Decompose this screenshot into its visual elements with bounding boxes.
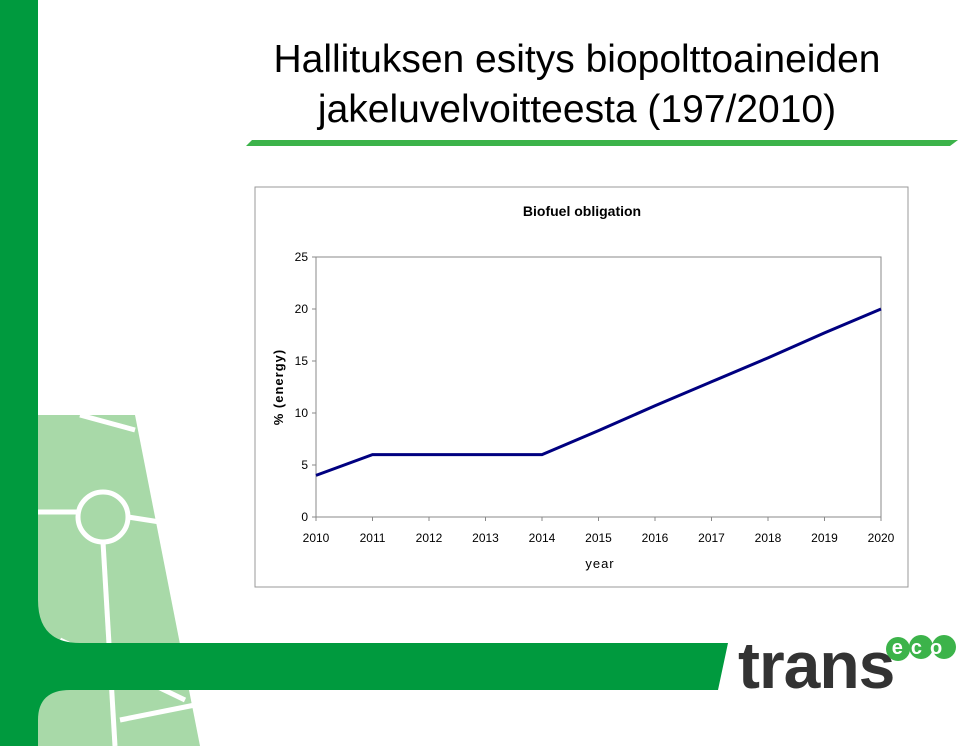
- x-tick-label: 2011: [360, 531, 386, 545]
- data-line: [315, 307, 882, 477]
- x-tick-label: 2019: [811, 531, 838, 545]
- x-tick-label: 2014: [529, 531, 556, 545]
- bottom-band: [38, 600, 728, 720]
- logo-badge-text: eco: [892, 637, 950, 659]
- x-tick-label: 2017: [698, 531, 725, 545]
- x-tick-label: 2016: [642, 531, 669, 545]
- y-tick-label: 15: [295, 354, 309, 368]
- x-tick-label: 2010: [303, 531, 330, 545]
- chart-title: Biofuel obligation: [523, 203, 641, 219]
- y-tick-label: 0: [301, 510, 308, 524]
- y-tick-label: 20: [295, 302, 309, 316]
- slide-title: Hallituksen esitys biopolttoaineiden: [273, 38, 880, 81]
- y-tick-label: 10: [295, 406, 309, 420]
- title-underline: [246, 140, 958, 146]
- plot-area: [315, 256, 882, 518]
- left-bar: [0, 0, 38, 746]
- y-tick-label: 25: [295, 250, 309, 264]
- logo-badge: eco: [886, 635, 956, 661]
- x-axis-label: year: [585, 556, 614, 571]
- x-tick-label: 2015: [585, 531, 612, 545]
- y-tick-label: 5: [301, 458, 308, 472]
- x-tick-label: 2012: [416, 531, 443, 545]
- x-tick-label: 2013: [472, 531, 499, 545]
- x-tick-label: 2020: [868, 531, 895, 545]
- slide-title: jakeluvelvoitteesta (197/2010): [317, 88, 836, 131]
- x-tick-label: 2018: [755, 531, 782, 545]
- y-axis-label: % (energy): [271, 349, 286, 425]
- logo-text: trans: [738, 628, 894, 702]
